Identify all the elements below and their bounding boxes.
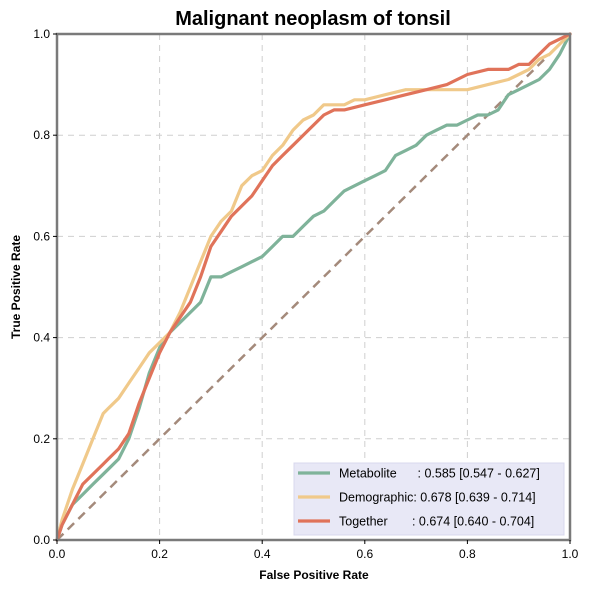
legend-label-together: Together : 0.674 [0.640 - 0.704] — [339, 515, 534, 529]
x-tick-label: 1.0 — [562, 547, 579, 561]
y-tick-label: 0.0 — [33, 533, 50, 547]
x-tick-label: 0.6 — [356, 547, 373, 561]
y-axis-ticks: 0.0 0.2 0.4 0.6 0.8 1.0 — [33, 27, 57, 547]
y-tick-label: 0.8 — [33, 128, 50, 142]
x-axis-ticks: 0.0 0.2 0.4 0.6 0.8 1.0 — [49, 540, 579, 561]
x-axis-label: False Positive Rate — [259, 568, 369, 582]
y-tick-label: 0.2 — [33, 432, 50, 446]
x-tick-label: 0.2 — [151, 547, 168, 561]
x-tick-label: 0.4 — [254, 547, 271, 561]
plot-frame — [55, 32, 572, 542]
y-axis-label: True Positive Rate — [9, 235, 23, 339]
legend-box — [293, 462, 565, 536]
roc-curves — [55, 32, 572, 542]
chart-title: Malignant neoplasm of tonsil — [175, 8, 451, 30]
x-tick-label: 0.0 — [49, 547, 66, 561]
y-tick-label: 1.0 — [33, 27, 50, 41]
roc-line-metabolite — [55, 32, 572, 542]
chance-diagonal-line — [56, 33, 571, 541]
roc-line-demographic — [55, 32, 572, 542]
roc-line-together — [55, 32, 572, 542]
y-tick-label: 0.4 — [33, 331, 50, 345]
legend: Metabolite : 0.585 [0.547 - 0.627] Demogr… — [293, 462, 565, 536]
y-tick-label: 0.6 — [33, 229, 50, 243]
x-tick-label: 0.8 — [459, 547, 476, 561]
legend-label-metabolite: Metabolite : 0.585 [0.547 - 0.627] — [339, 467, 540, 481]
legend-label-demographic: Demographic: 0.678 [0.639 - 0.714] — [339, 491, 536, 505]
grid-lines — [57, 34, 570, 540]
